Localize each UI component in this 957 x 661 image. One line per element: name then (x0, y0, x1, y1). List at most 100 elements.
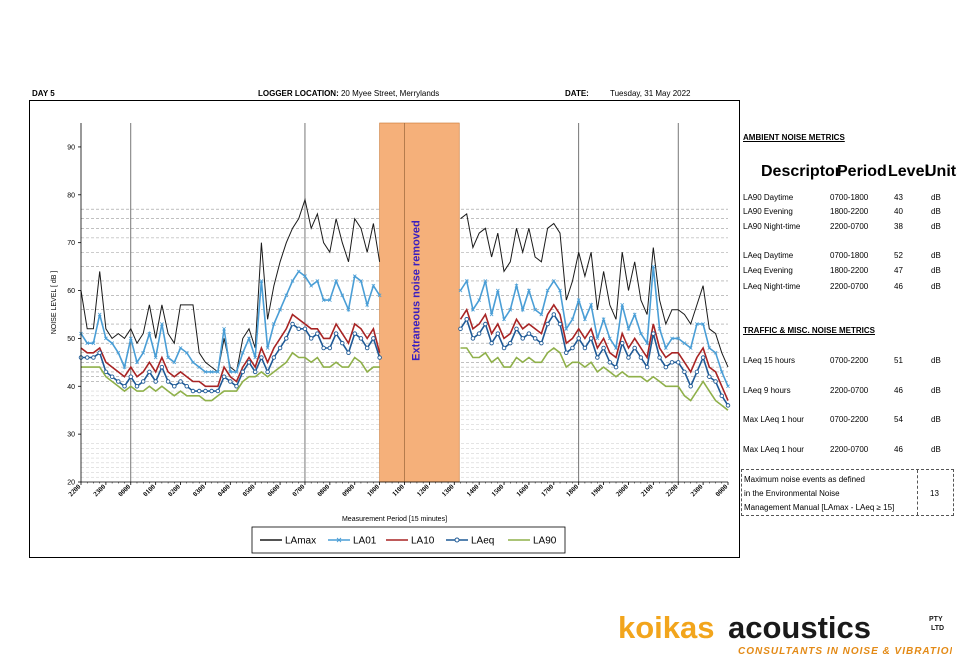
series-line-la10 (80, 313, 381, 388)
point-laeq (134, 384, 140, 389)
legend-label: LAeq (471, 536, 494, 547)
x-tick-label: 0200 (166, 482, 182, 498)
point-la01 (701, 322, 705, 326)
point-la01 (197, 365, 202, 370)
point-laeq (128, 374, 134, 379)
point-laeq (476, 331, 482, 336)
point-la01 (695, 322, 699, 326)
date-label: DATE: (565, 89, 589, 98)
point-la01 (85, 341, 90, 346)
point-la01 (464, 279, 469, 283)
point-la01 (172, 360, 177, 365)
company-logo: koikas acoustics PTY LTD CONSULTANTS IN … (618, 610, 952, 657)
point-laeq (246, 360, 252, 365)
ambient-cell: dB (931, 266, 941, 275)
point-laeq (564, 350, 569, 356)
ambient-cell: 38 (894, 222, 903, 231)
point-la01 (527, 288, 531, 293)
series-line-lamax (460, 213, 729, 368)
ambient-cell: LAeq Night-time (743, 282, 801, 291)
point-la01 (259, 279, 264, 283)
point-la01 (601, 317, 606, 322)
point-laeq (501, 345, 507, 351)
point-laeq (626, 355, 631, 360)
point-laeq (184, 384, 190, 389)
point-laeq (700, 355, 706, 360)
point-la01 (639, 331, 643, 336)
point-laeq (116, 379, 121, 384)
point-la01 (290, 279, 295, 283)
ambient-cell: 2200-0700 (830, 222, 869, 231)
ambient-cell: LA90 Evening (743, 207, 793, 216)
point-laeq (259, 355, 264, 360)
point-laeq (682, 369, 687, 375)
point-laeq (464, 317, 469, 322)
point-laeq (595, 355, 600, 360)
point-laeq (508, 340, 513, 346)
ambient-cell: dB (931, 193, 941, 202)
point-la01 (632, 312, 637, 317)
point-laeq (240, 369, 245, 375)
point-la01 (676, 336, 681, 341)
traffic-cell: 2200-0700 (830, 386, 869, 395)
events-value: 13 (930, 489, 939, 498)
point-laeq (601, 345, 606, 351)
point-la01 (471, 307, 475, 312)
point-la01 (97, 312, 102, 317)
point-laeq (483, 321, 488, 327)
point-laeq (290, 321, 295, 327)
extraneous-noise-band (379, 122, 460, 483)
x-tick-label: 0800 (316, 482, 332, 498)
point-laeq (265, 369, 270, 375)
y-tick-label: 70 (67, 240, 75, 247)
point-laeq (122, 384, 127, 389)
x-tick-label: 1700 (540, 482, 556, 498)
point-la01 (719, 370, 724, 374)
x-tick-label: 1000 (365, 482, 381, 498)
point-laeq (514, 326, 519, 332)
ambient-cell: 0700-1800 (830, 251, 869, 260)
series-line-la90 (81, 351, 380, 402)
point-la01 (159, 322, 164, 326)
chart-frame: Extraneous noise removed 20 30 40 50 60 70 80 9… (29, 100, 740, 558)
logger-location-value: 20 Myee Street, Merrylands (340, 89, 440, 98)
ambient-cell: 1800-2200 (830, 266, 869, 275)
point-laeq (190, 388, 196, 394)
logger-location: LOGGER LOCATION: 20 Myee Street, Merryla… (258, 89, 439, 98)
traffic-title: TRAFFIC & MISC. NOISE METRICS (743, 326, 875, 335)
point-la01 (303, 274, 307, 279)
point-la01 (234, 370, 239, 374)
ambient-cell: LAeq Evening (743, 266, 793, 275)
point-la01 (110, 341, 114, 346)
point-la01 (240, 350, 245, 355)
point-laeq (209, 388, 214, 394)
ambient-cell: dB (931, 222, 941, 231)
x-tick-label: 1100 (391, 482, 407, 498)
point-la01 (564, 326, 569, 331)
traffic-cell: dB (931, 386, 941, 395)
point-la01 (147, 331, 152, 336)
header-period: Period (837, 163, 887, 180)
point-laeq (140, 379, 146, 384)
point-la01 (539, 312, 544, 317)
point-la01 (203, 370, 208, 374)
x-tick-label: 2000 (614, 482, 630, 498)
x-tick-label: 0300 (191, 482, 207, 498)
y-axis-label: NOISE LEVEL [ dB ] (51, 271, 58, 335)
traffic-cell: dB (931, 356, 941, 365)
logo-koikas: koikas (618, 610, 715, 645)
point-laeq (663, 364, 669, 370)
point-laeq (358, 336, 364, 341)
header-descriptor: Descriptor (761, 163, 842, 180)
noise-events-box: Maximum noise events as defined in the E… (741, 469, 954, 516)
x-tick-label: 0500 (241, 482, 257, 498)
x-tick-label: 1900 (589, 482, 605, 498)
point-la01 (520, 307, 525, 312)
traffic-cell: Max LAeq 1 hour (743, 445, 804, 454)
point-la01 (533, 307, 538, 312)
point-la01 (371, 283, 376, 288)
point-la01 (682, 341, 687, 346)
traffic-cell: 0700-2200 (830, 356, 869, 365)
point-laeq (607, 360, 613, 365)
point-laeq (91, 355, 96, 360)
